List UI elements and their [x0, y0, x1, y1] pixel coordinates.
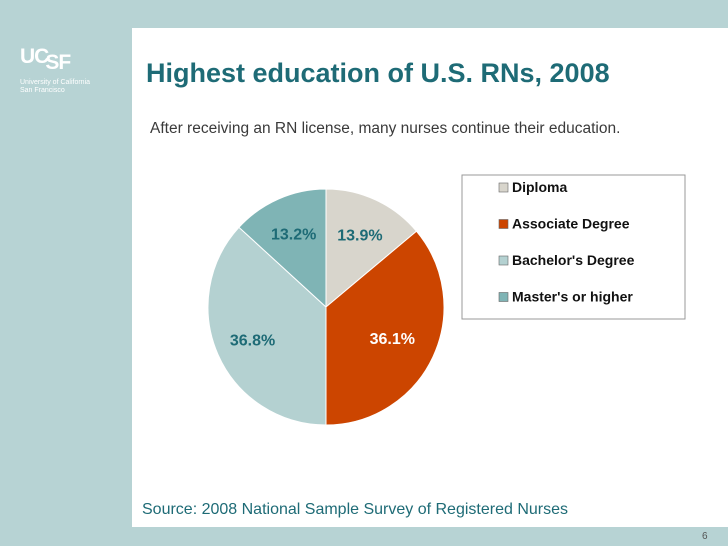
logo-mark-sf: SF [45, 51, 71, 74]
legend-swatch-master-s-or-higher [498, 292, 509, 302]
logo-campus-line: San Francisco [20, 87, 65, 94]
legend-label-master-s-or-higher: Master's or higher [512, 289, 633, 305]
legend-label-bachelor-s-degree: Bachelor's Degree [512, 252, 635, 268]
data-label-master-s-or-higher: 13.2% [271, 227, 316, 244]
ucsf-logo: UCSF University of California San Franci… [20, 46, 128, 106]
pie-slice-master-s-or-higher [238, 188, 327, 309]
slide-subtitle: After receiving an RN license, many nurs… [150, 120, 621, 137]
data-label-diploma: 13.9% [337, 227, 382, 244]
legend-swatch-bachelor-s-degree [498, 255, 509, 266]
source-note: Source: 2008 National Sample Survey of R… [142, 501, 568, 518]
chart-legend: Diploma Associate Degree Bachelor's Degree… [461, 174, 686, 320]
legend-swatch-diploma [498, 182, 509, 193]
pie-slice-bachelor-s-degree [207, 226, 327, 426]
logo-mark-uc: UC [20, 45, 49, 68]
pie-slice-associate-degree [325, 230, 445, 426]
legend-swatch-associate-degree [498, 219, 509, 229]
logo-university-line: University of California [20, 79, 91, 86]
pie-slices [207, 188, 445, 426]
legend-label-associate-degree: Associate Degree [512, 216, 630, 232]
data-label-bachelor-s-degree: 36.8% [230, 332, 275, 349]
logo-mark: UCSF [20, 45, 73, 74]
page-number: 6 [702, 531, 708, 542]
pie-data-labels: 13.9% 36.1% 36.8% 13.2% [230, 227, 415, 350]
legend-label-diploma: Diploma [512, 179, 567, 195]
data-label-associate-degree: 36.1% [370, 331, 415, 348]
pie-slice-diploma [325, 188, 418, 309]
slide-title: Highest education of U.S. RNs, 2008 [146, 58, 610, 88]
